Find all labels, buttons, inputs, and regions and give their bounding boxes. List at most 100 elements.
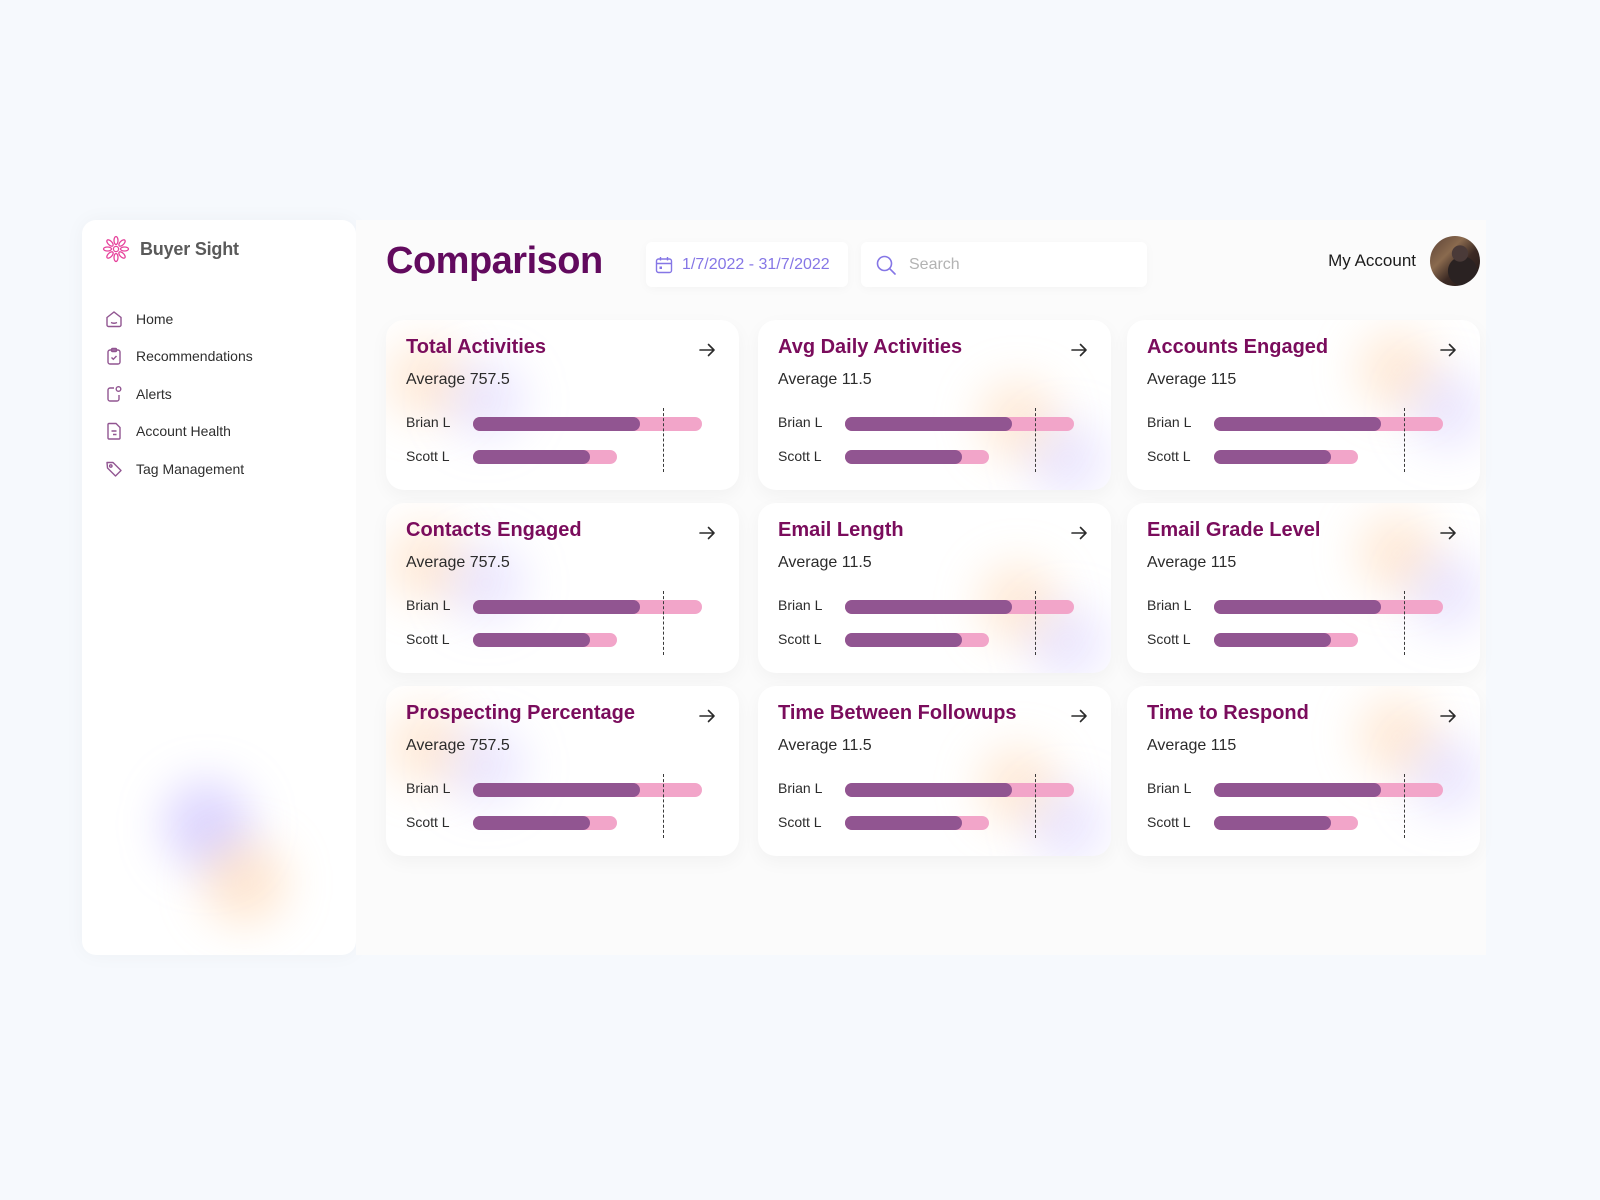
bar-track — [845, 783, 1074, 797]
bar-fill — [1214, 417, 1382, 431]
decorative-blob — [1357, 696, 1437, 776]
arrow-right-icon[interactable] — [1069, 340, 1089, 360]
arrow-right-icon[interactable] — [697, 523, 717, 543]
bar-fill — [473, 600, 641, 614]
sidebar-item-recommendations[interactable]: Recommendations — [104, 338, 253, 376]
bar-track — [1214, 417, 1443, 431]
bar-fill — [1214, 783, 1382, 797]
sidebar-item-label: Account Health — [136, 423, 231, 440]
row-label: Scott L — [778, 814, 822, 830]
decorative-blob — [386, 706, 466, 786]
arrow-right-icon[interactable] — [697, 340, 717, 360]
average-marker-line — [1035, 591, 1037, 655]
sidebar-item-account-health[interactable]: Account Health — [104, 413, 253, 451]
card-average: Average 11.5 — [778, 554, 872, 571]
bar-track — [845, 600, 1074, 614]
row-label: Brian L — [1147, 597, 1192, 613]
bar-fill — [473, 783, 641, 797]
arrow-right-icon[interactable] — [697, 706, 717, 726]
decorative-blob — [202, 840, 287, 925]
card-average: Average 115 — [1147, 737, 1237, 754]
arrow-right-icon[interactable] — [1069, 706, 1089, 726]
sidebar-item-tag-management[interactable]: Tag Management — [104, 450, 253, 488]
bar-track — [473, 450, 618, 464]
row-label: Scott L — [778, 448, 822, 464]
app-frame: Buyer Sight Home Recommendations Alerts — [82, 220, 1486, 955]
comparison-card-contacts-engaged[interactable]: Contacts Engaged Average 757.5 Brian L S… — [386, 503, 739, 673]
decorative-blob — [162, 780, 252, 870]
average-marker-line — [663, 408, 665, 472]
bar-fill — [473, 633, 590, 647]
bar-track — [1214, 633, 1359, 647]
home-icon — [104, 309, 124, 329]
sidebar-nav: Home Recommendations Alerts Account Heal… — [104, 300, 253, 488]
row-label: Scott L — [778, 631, 822, 647]
card-average: Average 115 — [1147, 554, 1237, 571]
average-marker-line — [1404, 774, 1406, 838]
comparison-card-email-grade-level[interactable]: Email Grade Level Average 115 Brian L Sc… — [1127, 503, 1480, 673]
comparison-card-avg-daily-activities[interactable]: Avg Daily Activities Average 11.5 Brian … — [758, 320, 1111, 490]
row-label: Brian L — [406, 414, 451, 430]
bar-fill — [845, 783, 1013, 797]
avatar[interactable] — [1430, 236, 1480, 286]
calendar-icon — [655, 256, 673, 273]
comparison-cards-grid: Total Activities Average 757.5 Brian L S… — [386, 320, 1486, 860]
sidebar-item-home[interactable]: Home — [104, 300, 253, 338]
sidebar-item-label: Tag Management — [136, 460, 245, 477]
account-label: My Account — [1328, 251, 1416, 270]
arrow-right-icon[interactable] — [1069, 523, 1089, 543]
card-average: Average 757.5 — [406, 371, 510, 388]
average-marker-line — [1035, 408, 1037, 472]
average-marker-line — [1404, 408, 1406, 472]
decorative-blob — [1407, 553, 1480, 633]
bar-fill — [1214, 600, 1382, 614]
search-input[interactable] — [909, 255, 1129, 274]
row-label: Brian L — [778, 780, 823, 796]
bar-fill — [1214, 816, 1331, 830]
comparison-card-total-activities[interactable]: Total Activities Average 757.5 Brian L S… — [386, 320, 739, 490]
card-average: Average 757.5 — [406, 554, 510, 571]
date-range-picker[interactable]: 1/7/2022 - 31/7/2022 — [646, 242, 848, 287]
arrow-right-icon[interactable] — [1438, 706, 1458, 726]
decorative-blob — [1407, 370, 1480, 450]
comparison-card-accounts-engaged[interactable]: Accounts Engaged Average 115 Brian L Sco… — [1127, 320, 1480, 490]
account-menu[interactable]: My Account — [1328, 236, 1480, 286]
decorative-blob — [1407, 736, 1480, 816]
bar-fill — [845, 417, 1013, 431]
arrow-right-icon[interactable] — [1438, 523, 1458, 543]
card-title: Prospecting Percentage — [406, 702, 635, 724]
row-label: Brian L — [778, 414, 823, 430]
bar-fill — [845, 600, 1013, 614]
card-title: Accounts Engaged — [1147, 336, 1329, 358]
date-range-value: 1/7/2022 - 31/7/2022 — [682, 255, 830, 273]
comparison-card-time-to-respond[interactable]: Time to Respond Average 115 Brian L Scot… — [1127, 686, 1480, 856]
bar-track — [1214, 600, 1443, 614]
comparison-card-email-length[interactable]: Email Length Average 11.5 Brian L Scott … — [758, 503, 1111, 673]
logo-icon — [102, 235, 130, 263]
clipboard-check-icon — [104, 346, 124, 366]
page-title: Comparison — [386, 240, 603, 282]
comparison-card-prospecting-percentage[interactable]: Prospecting Percentage Average 757.5 Bri… — [386, 686, 739, 856]
comparison-card-time-between-followups[interactable]: Time Between Followups Average 11.5 Bria… — [758, 686, 1111, 856]
row-label: Brian L — [406, 780, 451, 796]
card-title: Time to Respond — [1147, 702, 1309, 724]
sidebar-item-label: Home — [136, 310, 174, 327]
sidebar-item-alerts[interactable]: Alerts — [104, 375, 253, 413]
bar-fill — [845, 450, 962, 464]
row-label: Brian L — [406, 597, 451, 613]
document-icon — [104, 421, 124, 441]
decorative-blob — [1357, 513, 1437, 593]
bar-track — [845, 450, 990, 464]
brand[interactable]: Buyer Sight — [102, 235, 239, 263]
sidebar: Buyer Sight Home Recommendations Alerts — [82, 220, 356, 955]
row-label: Brian L — [778, 597, 823, 613]
bar-track — [1214, 816, 1359, 830]
row-label: Scott L — [1147, 631, 1191, 647]
bar-track — [1214, 783, 1443, 797]
average-marker-line — [1035, 774, 1037, 838]
arrow-right-icon[interactable] — [1438, 340, 1458, 360]
card-title: Contacts Engaged — [406, 519, 582, 541]
search-box[interactable] — [861, 242, 1147, 287]
bar-fill — [473, 417, 641, 431]
card-average: Average 757.5 — [406, 737, 510, 754]
